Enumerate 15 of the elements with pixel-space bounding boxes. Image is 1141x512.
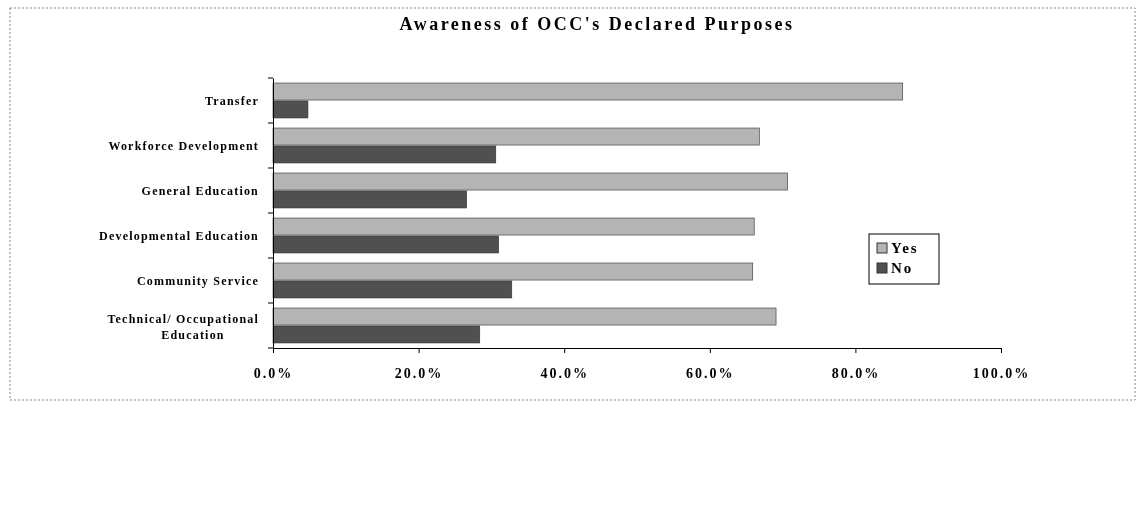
legend-label: No [891,260,914,276]
x-tick-label: 0.0% [253,366,294,382]
y-tick-label: Technical/ Occupational Education [107,312,259,342]
x-tick-label: 80.0% [831,366,881,382]
legend-label: Yes [891,240,919,256]
y-tick-label: Community Service [136,273,259,288]
chart-title: Awareness of OCC's Declared Purposes [399,14,795,34]
x-tick-label: 20.0% [394,366,444,382]
x-tick-label: 100.0% [972,366,1031,382]
y-tick-label: Workforce Development [108,138,259,153]
x-tick-label: 40.0% [540,366,589,382]
y-tick-label: Developmental Education [99,228,259,243]
x-tick-label: 60.0% [686,366,735,382]
y-tick-label: General Education [141,183,259,198]
y-tick-label: Transfer [204,93,259,108]
